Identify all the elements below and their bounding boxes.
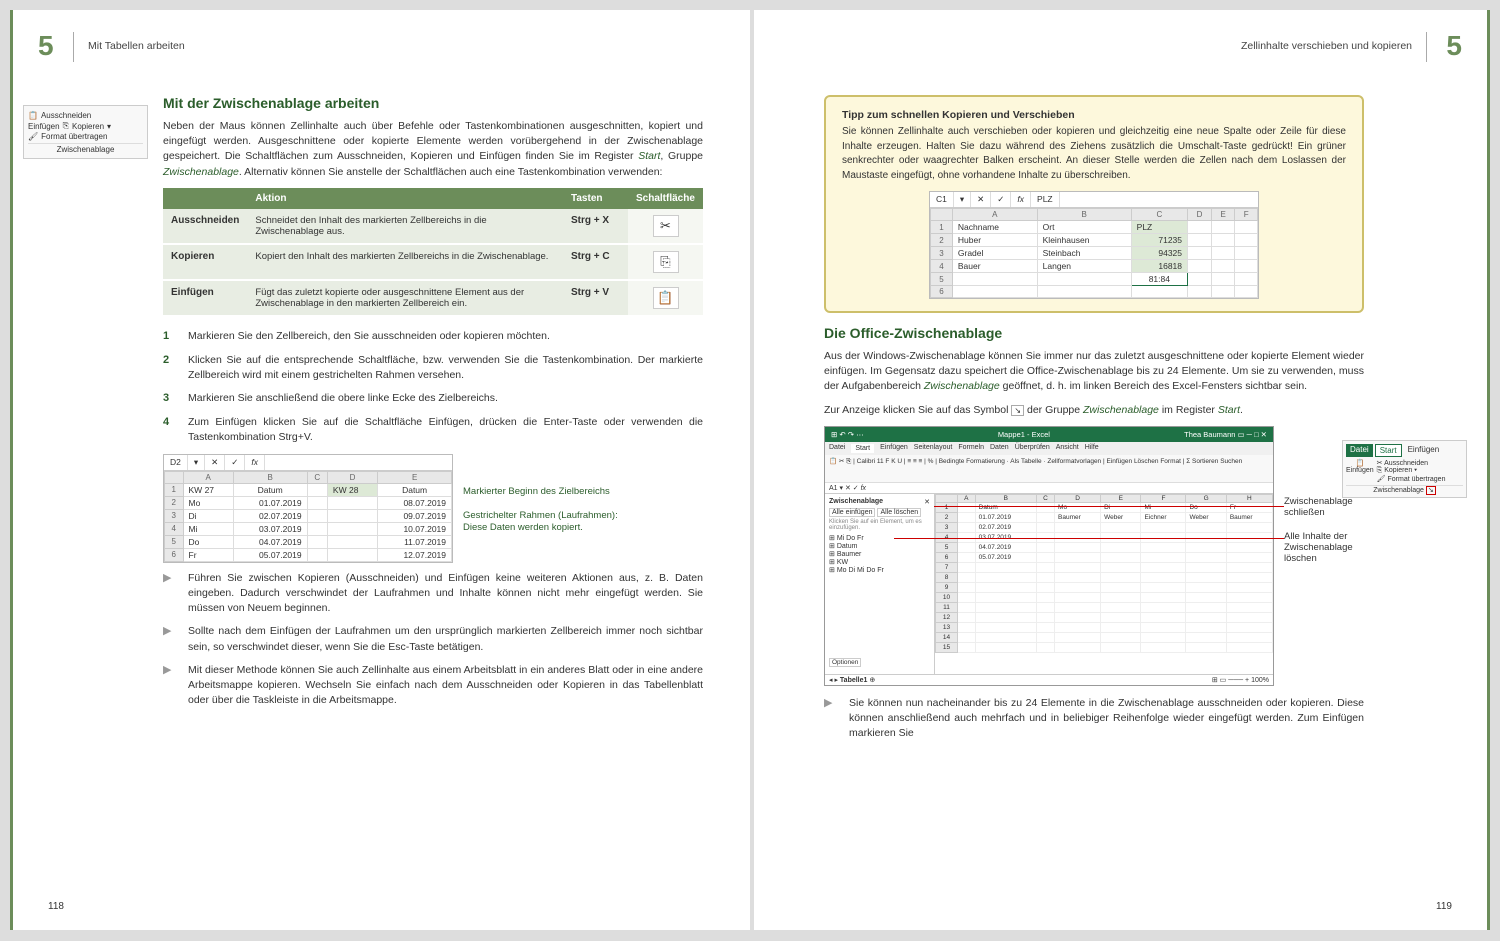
annot-clear: Alle Inhalte der Zwischenablage löschen (1284, 531, 1384, 564)
excel-screenshot: ⊞ ↶ ↷ ⋯ Mappe1 - Excel Thea Baumann ▭ ─ … (824, 426, 1274, 686)
th-blank (163, 188, 247, 209)
callout-frame-1: Gestrichelter Rahmen (Laufrahmen): (463, 510, 618, 521)
big-excel-wrapper: ⊞ ↶ ↷ ⋯ Mappe1 - Excel Thea Baumann ▭ ─ … (824, 426, 1364, 686)
paste-icon: 📋 (653, 287, 679, 309)
bullet-2: ▶Sollte nach dem Einfügen der Laufrahmen… (163, 624, 703, 654)
sidebar-ribbon: 📋Ausschneiden Einfügen ⎘Kopieren ▾ 🖌Form… (23, 105, 148, 159)
ribbon-cut: Ausschneiden (41, 111, 91, 120)
tip-body: Sie können Zellinhalte auch verschieben … (842, 125, 1346, 183)
callout-frame-2: Diese Daten werden kopiert. (463, 522, 583, 533)
excel-example-1: D2▾✕✓fx ABCDE 1KW 27DatumKW 28Datum 2Mo0… (163, 454, 703, 563)
chapter-number: 5 (38, 30, 54, 62)
bullet-1: ▶Führen Sie zwischen Kopieren (Ausschnei… (163, 571, 703, 617)
excel-mini-1: D2▾✕✓fx ABCDE 1KW 27DatumKW 28Datum 2Mo0… (163, 454, 453, 563)
page-number-left: 118 (48, 901, 64, 912)
excel-titlebar: ⊞ ↶ ↷ ⋯ Mappe1 - Excel Thea Baumann ▭ ─ … (825, 427, 1273, 442)
office-p1: Aus der Windows-Zwischenablage können Si… (824, 349, 1364, 395)
formula-bar: D2▾✕✓fx (164, 455, 452, 471)
header-divider-r (1426, 32, 1427, 62)
ribbon-copy: Kopieren (72, 122, 104, 131)
row-cut: Ausschneiden Schneidet den Inhalt des ma… (163, 209, 703, 244)
header-divider (73, 32, 74, 62)
step-2: 2Klicken Sie auf die entsprechende Schal… (163, 353, 703, 383)
red-line-2 (894, 538, 1284, 539)
th-action: Aktion (247, 188, 563, 209)
clipboard-panel: Zwischenablage✕ Alle einfügen Alle lösch… (825, 494, 935, 674)
annot-close: Zwischenablage schließen (1284, 496, 1374, 518)
th-button: Schaltfläche (628, 188, 703, 209)
bullet-3: ▶Mit dieser Methode können Sie auch Zell… (163, 663, 703, 709)
page-right: 5 Zellinhalte verschieben und kopieren 1… (754, 10, 1490, 930)
th-keys: Tasten (563, 188, 628, 209)
callout-target: Markierter Beginn des Zielbereichs (463, 486, 610, 497)
page-left: 5 Mit Tabellen arbeiten 118 📋Ausschneide… (10, 10, 750, 930)
intro-paragraph: Neben der Maus können Zellinhalte auch ü… (163, 119, 703, 180)
step-4: 4Zum Einfügen klicken Sie auf die Schalt… (163, 415, 703, 445)
excel-ribbon: 📋 ✂ ⎘ | Calibri 11 F K U | ≡ ≡ ≡ | % | B… (825, 455, 1273, 483)
options-btn: Optionen (829, 658, 861, 667)
steps-list: 1Markieren Sie den Zellbereich, den Sie … (163, 329, 703, 446)
copy-icon: ⎘ (653, 251, 679, 273)
side-ribbon-right: Datei Start Einfügen 📋Einfügen ✂ Ausschn… (1342, 440, 1467, 498)
cut-icon: ✂ (653, 215, 679, 237)
chapter-number-r: 5 (1446, 30, 1462, 62)
content-right: Tipp zum schnellen Kopieren und Verschie… (824, 95, 1364, 742)
office-p2: Zur Anzeige klicken Sie auf das Symbol ↘… (824, 403, 1364, 418)
excel-grid: ABCDEFGH1DatumMoDiMiDoFr201.07.2019Baume… (935, 494, 1273, 674)
page-number-right: 119 (1436, 901, 1452, 912)
tip-excel: C1▾✕✓fxPLZ ABCDEF 1NachnameOrtPLZ 2Huber… (929, 191, 1259, 299)
excel-tabs: Datei Start Einfügen Seitenlayout Formel… (825, 442, 1273, 455)
ribbon-format: Format übertragen (41, 132, 107, 141)
header-title-left: Mit Tabellen arbeiten (88, 40, 185, 52)
header-title-right: Zellinhalte verschieben und kopieren (1241, 40, 1412, 52)
bullet-r1: ▶Sie können nun nacheinander bis zu 24 E… (824, 696, 1364, 742)
bullets-list: ▶Führen Sie zwischen Kopieren (Ausschnei… (163, 571, 703, 709)
tip-box: Tipp zum schnellen Kopieren und Verschie… (824, 95, 1364, 313)
tip-title: Tipp zum schnellen Kopieren und Verschie… (842, 109, 1346, 121)
red-line-1 (934, 506, 1284, 507)
content-left: Mit der Zwischenablage arbeiten Neben de… (163, 95, 703, 708)
ribbon-group: Zwischenablage (28, 143, 143, 154)
bullets-right: ▶Sie können nun nacheinander bis zu 24 E… (824, 696, 1364, 742)
step-3: 3Markieren Sie anschließend die obere li… (163, 391, 703, 407)
action-table: Aktion Tasten Schaltfläche Ausschneiden … (163, 188, 703, 317)
row-paste: Einfügen Fügt das zuletzt kopierte oder … (163, 280, 703, 316)
heading-clipboard: Mit der Zwischenablage arbeiten (163, 95, 703, 111)
ribbon-paste: Einfügen (28, 122, 60, 131)
step-1: 1Markieren Sie den Zellbereich, den Sie … (163, 329, 703, 345)
row-copy: Kopieren Kopiert den Inhalt des markiert… (163, 244, 703, 280)
heading-office-clipboard: Die Office-Zwischenablage (824, 325, 1364, 341)
